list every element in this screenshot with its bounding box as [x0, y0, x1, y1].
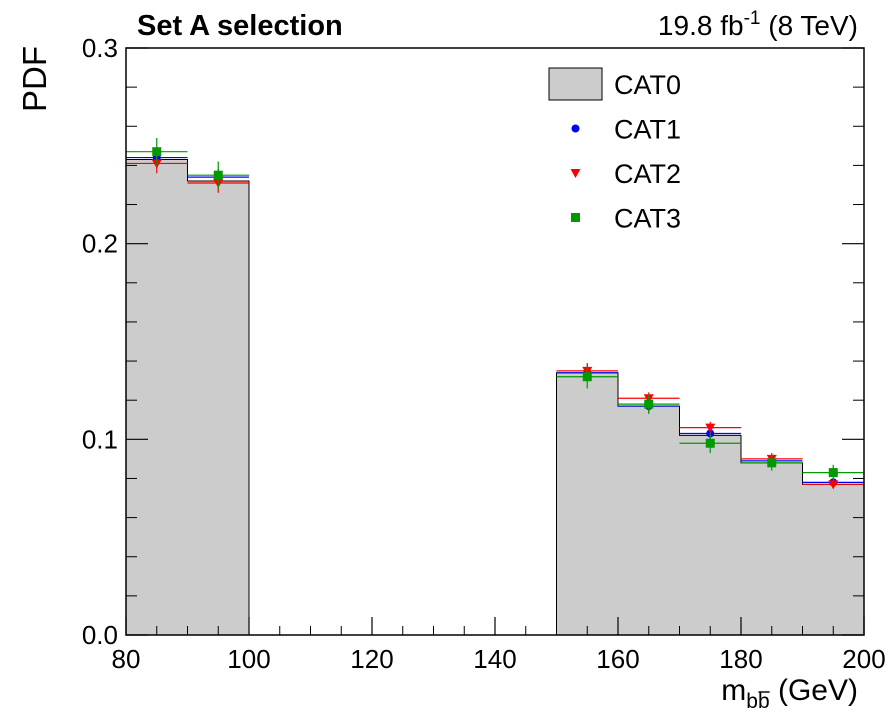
cat3-marker — [213, 170, 223, 180]
cat3-marker — [582, 372, 592, 382]
cat0-bar — [679, 435, 741, 635]
cat0-bar — [556, 372, 618, 635]
x-tick-label: 200 — [842, 644, 885, 674]
cat0-bar — [126, 159, 188, 635]
cat0-bar — [741, 462, 803, 635]
legend-marker-cat2 — [570, 169, 581, 178]
x-tick-label: 180 — [719, 644, 762, 674]
legend-marker-cat3 — [571, 213, 580, 222]
y-tick-label: 0.2 — [82, 229, 118, 259]
cat0-bar — [618, 406, 680, 635]
legend-label-cat3: CAT3 — [614, 204, 681, 234]
cat0-bar — [187, 181, 249, 635]
cat3-marker — [828, 468, 838, 478]
cat3-marker — [644, 399, 654, 409]
cat2-marker — [705, 423, 716, 433]
cat2-marker — [828, 480, 839, 490]
luminosity-label: 19.8 fb-1 (8 TeV) — [658, 8, 858, 41]
y-tick-label: 0.3 — [82, 33, 118, 63]
cat0-bar — [802, 484, 864, 635]
cat3-marker — [152, 147, 162, 157]
selection-title: Set A selection — [137, 10, 343, 42]
cat3-marker — [767, 458, 777, 468]
legend-label-cat2: CAT2 — [614, 159, 681, 189]
x-tick-label: 140 — [473, 644, 516, 674]
y-axis-label: PDF — [16, 46, 53, 112]
cat3-marker — [705, 438, 715, 448]
legend-swatch-cat0 — [548, 67, 603, 101]
y-tick-label: 0.0 — [82, 620, 118, 650]
legend-marker-cat1 — [571, 124, 580, 133]
legend-label-cat1: CAT1 — [614, 115, 681, 145]
x-tick-label: 160 — [596, 644, 639, 674]
x-tick-label: 80 — [112, 644, 141, 674]
y-tick-label: 0.1 — [82, 424, 118, 454]
x-tick-label: 120 — [350, 644, 393, 674]
legend: CAT0 CAT1 CAT2 CAT3 — [548, 67, 681, 234]
legend-label-cat0: CAT0 — [614, 70, 681, 100]
x-tick-label: 100 — [227, 644, 270, 674]
x-axis-label: mbb (GeV) — [721, 674, 858, 713]
